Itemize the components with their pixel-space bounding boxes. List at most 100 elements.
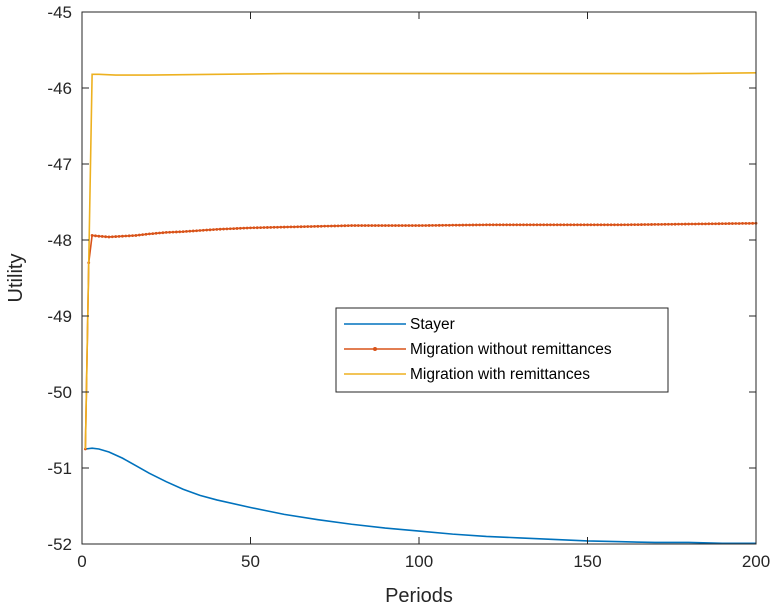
series-marker: [269, 225, 273, 229]
series-marker: [656, 222, 660, 226]
series-marker: [400, 224, 404, 227]
series-marker: [727, 222, 731, 225]
x-tick-label: 150: [573, 552, 601, 571]
series-marker: [683, 222, 687, 226]
series-marker: [161, 231, 165, 235]
y-tick-label: -47: [47, 155, 72, 174]
series-marker: [491, 223, 495, 227]
series-marker: [242, 226, 246, 230]
series-marker: [619, 223, 623, 227]
series-marker: [606, 223, 610, 227]
series-marker: [714, 222, 717, 226]
series-marker: [636, 223, 640, 227]
series-marker: [501, 223, 505, 227]
series-marker: [316, 224, 320, 228]
series-marker: [201, 228, 205, 232]
series-marker: [151, 232, 155, 236]
series-marker: [262, 226, 266, 229]
series-marker: [542, 223, 546, 227]
series-marker: [700, 222, 704, 226]
x-axis-title: Periods: [385, 585, 453, 607]
series-marker: [744, 221, 748, 225]
series-marker: [434, 223, 438, 227]
series-marker: [114, 235, 118, 238]
series-marker: [602, 223, 606, 227]
series-marker: [670, 222, 674, 226]
series-marker: [323, 224, 327, 228]
series-marker: [410, 224, 414, 227]
series-marker: [191, 229, 195, 233]
series-marker: [134, 234, 138, 237]
series-line: [84, 72, 757, 450]
series-marker: [488, 223, 492, 227]
series-marker: [107, 235, 111, 239]
y-tick-label: -52: [47, 535, 72, 554]
x-tick-label: 50: [241, 552, 260, 571]
series-marker: [279, 225, 283, 229]
legend-box: [335, 307, 669, 393]
legend-label: Migration with remittances: [410, 366, 590, 383]
series-marker: [532, 223, 535, 227]
series-marker: [407, 224, 411, 227]
tick-layer: 0 50 100 150 200 -52 -51 -50 -49 -48 -47 -46 -45: [47, 3, 770, 571]
series-marker: [353, 224, 357, 227]
x-tick-label: 100: [405, 552, 433, 571]
series-marker: [350, 224, 353, 227]
series-marker: [198, 229, 202, 232]
series-marker: [710, 222, 714, 226]
series-marker: [589, 223, 593, 227]
series-marker: [225, 227, 229, 231]
series-marker: [174, 230, 178, 234]
series-marker: [326, 224, 330, 228]
series-marker: [171, 230, 175, 234]
series-marker: [417, 224, 421, 227]
series-marker: [522, 223, 525, 227]
series-marker: [420, 224, 424, 227]
series-marker: [673, 222, 677, 226]
series-marker: [296, 225, 300, 229]
series-marker: [549, 223, 552, 227]
series-marker: [741, 222, 744, 225]
y-tick-label: -48: [47, 231, 72, 250]
legend-entry-2: Migration with remittances: [344, 366, 590, 383]
series-marker: [747, 221, 751, 225]
series-marker: [121, 234, 124, 238]
series-marker: [458, 223, 461, 227]
series-marker: [690, 222, 694, 226]
series-marker: [255, 226, 259, 230]
x-tick-label: 200: [742, 552, 770, 571]
series-marker: [370, 224, 374, 227]
series-marker: [356, 224, 360, 227]
series-marker: [511, 223, 515, 227]
series-marker: [333, 224, 337, 228]
series-marker: [282, 225, 286, 229]
series-marker: [208, 228, 212, 232]
series-marker: [734, 222, 738, 225]
series-marker: [373, 224, 377, 227]
series-marker: [616, 223, 620, 227]
series-marker: [677, 222, 680, 226]
series-marker: [613, 223, 616, 227]
series-marker: [646, 223, 650, 226]
series-marker: [367, 224, 370, 227]
series-marker: [272, 225, 276, 229]
series-marker: [737, 222, 741, 225]
series-marker: [235, 227, 239, 230]
series-marker: [336, 224, 340, 228]
y-tick-label: -51: [47, 459, 72, 478]
series-marker: [137, 233, 141, 237]
series-marker: [485, 223, 488, 227]
series-marker: [289, 225, 293, 229]
series-marker: [751, 221, 755, 225]
series-marker: [168, 230, 172, 234]
series-marker: [626, 223, 630, 227]
y-axis-title: Utility: [5, 254, 27, 303]
series-marker: [387, 224, 391, 227]
series-marker: [363, 224, 367, 227]
series-marker: [292, 225, 296, 229]
series-line: [85, 447, 756, 545]
series-marker: [286, 225, 289, 229]
y-tick-label: -46: [47, 79, 72, 98]
series-marker: [195, 229, 198, 233]
